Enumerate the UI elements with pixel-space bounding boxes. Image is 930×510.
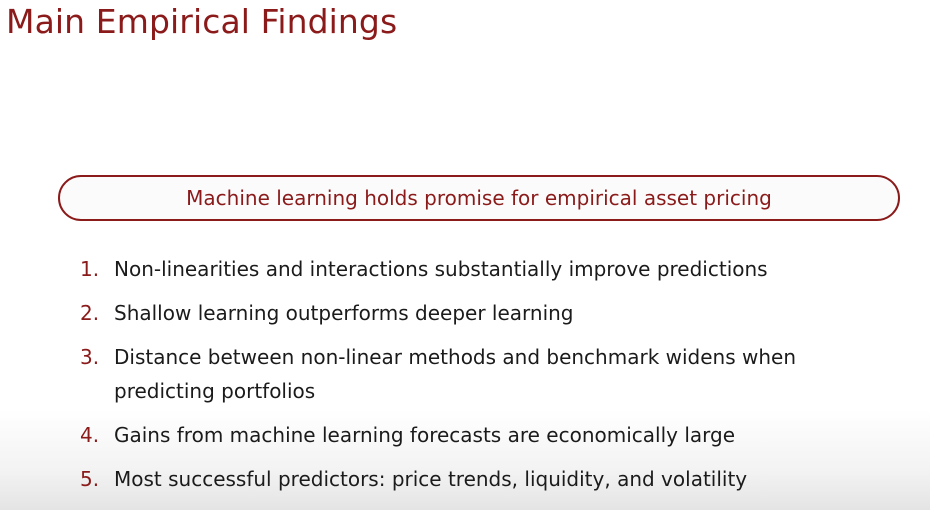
- finding-text: Gains from machine learning forecasts ar…: [114, 423, 736, 447]
- finding-item: 3. Distance between non-linear methods a…: [80, 340, 880, 408]
- finding-number: 5.: [80, 467, 100, 491]
- finding-item: 5. Most successful predictors: price tre…: [80, 462, 880, 496]
- findings-list: 1. Non-linearities and interactions subs…: [80, 252, 880, 506]
- finding-number: 2.: [80, 301, 100, 325]
- finding-item: 2. Shallow learning outperforms deeper l…: [80, 296, 880, 330]
- finding-text: Shallow learning outperforms deeper lear…: [114, 301, 574, 325]
- callout-text: Machine learning holds promise for empir…: [186, 186, 772, 210]
- finding-item: 1. Non-linearities and interactions subs…: [80, 252, 880, 286]
- slide-title: Main Empirical Findings: [6, 2, 398, 41]
- finding-text: Non-linearities and interactions substan…: [114, 257, 768, 281]
- finding-text: Most successful predictors: price trends…: [114, 467, 748, 491]
- finding-number: 1.: [80, 257, 100, 281]
- finding-text: Distance between non-linear methods and …: [114, 345, 797, 403]
- callout-box: Machine learning holds promise for empir…: [58, 175, 900, 221]
- finding-item: 4. Gains from machine learning forecasts…: [80, 418, 880, 452]
- finding-number: 3.: [80, 345, 100, 369]
- finding-number: 4.: [80, 423, 100, 447]
